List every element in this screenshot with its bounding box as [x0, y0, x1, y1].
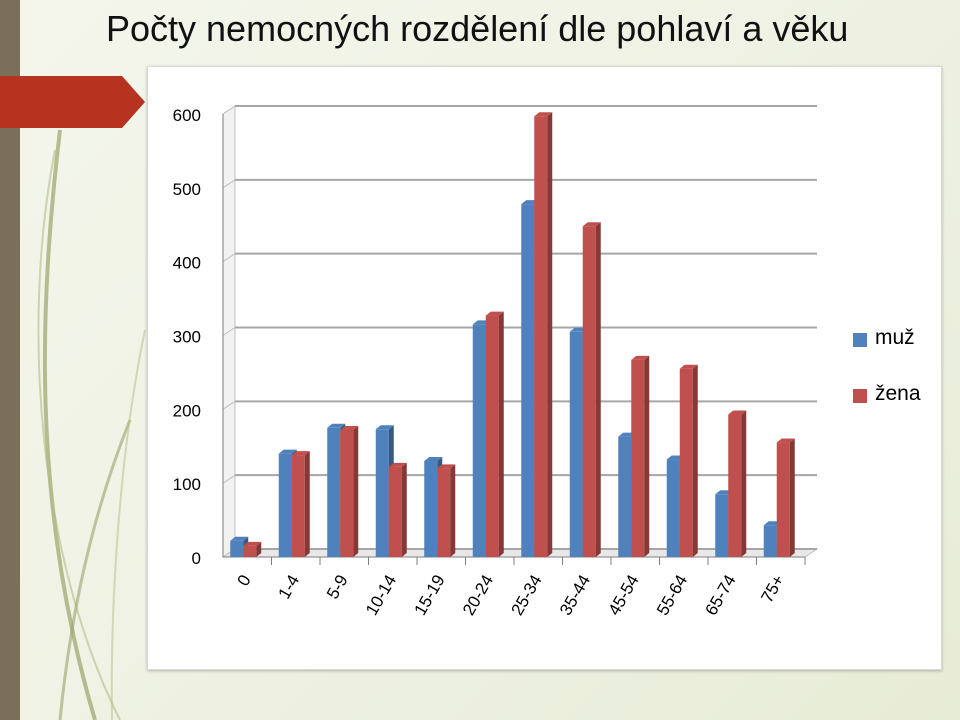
bar [388, 466, 402, 557]
bar [618, 436, 632, 557]
x-tick-label: 10-14 [362, 572, 400, 619]
y-tick-label: 0 [192, 549, 201, 568]
bar-top [679, 364, 698, 369]
bar-top [230, 536, 249, 541]
bar-top [388, 462, 407, 467]
x-tick-label: 45-54 [605, 572, 643, 619]
bar [569, 331, 583, 557]
bar-top [776, 438, 795, 443]
bar [278, 453, 292, 557]
gridline-depth [222, 105, 236, 115]
x-tick-label: 65-74 [702, 572, 740, 619]
x-tick-label: 1-4 [274, 572, 303, 603]
bar-side [450, 464, 456, 557]
y-tick-label: 500 [173, 180, 201, 199]
chart-frame: 0 100 200 300 400 500 600 0 1-4 5-9 10-14 15-19 20-2… [147, 66, 942, 670]
bar [424, 461, 438, 557]
bar [375, 429, 389, 557]
legend-label: muž [875, 326, 915, 349]
bar [776, 442, 790, 557]
x-tick-label: 55-64 [653, 572, 691, 619]
x-tick-label: 20-24 [459, 572, 497, 619]
y-tick-label: 200 [173, 401, 201, 420]
gridline-depth [222, 253, 236, 263]
slide-left-band [0, 0, 20, 720]
bar [679, 368, 693, 557]
bar-side [498, 311, 504, 557]
bar [534, 116, 548, 557]
bar [763, 525, 777, 557]
gridline-depth [222, 474, 236, 484]
decorative-swoosh [37, 129, 146, 720]
x-tick-label: 75+ [757, 571, 788, 606]
x-tick-label: 5-9 [323, 572, 352, 603]
bar [728, 414, 742, 557]
bar [582, 226, 596, 557]
bar-top [485, 311, 504, 316]
bar [485, 315, 499, 557]
legend-swatch [853, 389, 867, 403]
bar [666, 459, 680, 557]
bar-top [424, 457, 443, 462]
bar-top [327, 423, 346, 428]
bar-side [741, 410, 747, 557]
bar-side [304, 451, 310, 557]
bar-side [547, 112, 553, 557]
bar [631, 359, 645, 557]
bar-side [644, 355, 650, 557]
bar-top [728, 410, 747, 415]
y-tick-label: 100 [173, 475, 201, 494]
bar-top [437, 464, 456, 469]
bar-side [595, 222, 601, 557]
bar-side [789, 438, 795, 557]
bar [291, 455, 305, 557]
bar-side [256, 541, 262, 557]
y-tick-label: 400 [173, 254, 201, 273]
bar-top [375, 425, 394, 430]
x-tick-label: 15-19 [411, 572, 449, 619]
bar-top [340, 426, 359, 431]
bar [243, 545, 257, 557]
gridline-depth [222, 400, 236, 410]
bar-top [291, 451, 310, 456]
gridline-depth [222, 327, 236, 336]
bar [437, 468, 451, 557]
bar [230, 540, 244, 557]
bar-top [534, 112, 553, 117]
y-tick-label: 300 [173, 328, 201, 347]
bar-side [401, 462, 407, 557]
bar [715, 494, 729, 557]
legend-swatch [853, 333, 867, 347]
accent-arrow-shape [0, 76, 145, 128]
slide-title: Počty nemocných rozdělení dle pohlaví a … [106, 8, 849, 49]
bar [521, 204, 535, 557]
y-tick-label: 600 [173, 106, 201, 125]
bar-top [243, 541, 262, 546]
bar-top [582, 222, 601, 227]
bar-top [631, 355, 650, 360]
bar [472, 324, 486, 557]
bar-side [692, 364, 698, 557]
bar-chart: 0 100 200 300 400 500 600 0 1-4 5-9 10-14 15-19 20-2… [173, 105, 819, 619]
bar [340, 430, 354, 557]
gridline-depth [222, 179, 236, 189]
x-tick-label: 0 [234, 572, 255, 590]
bar-top [278, 449, 297, 454]
bar [327, 427, 341, 557]
x-tick-label: 25-34 [508, 572, 546, 619]
legend-label: žena [875, 382, 921, 405]
x-tick-label: 35-44 [556, 572, 594, 619]
bar-side [353, 426, 359, 557]
